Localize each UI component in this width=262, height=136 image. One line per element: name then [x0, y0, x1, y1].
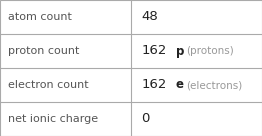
Text: p: p	[176, 44, 184, 58]
Text: e: e	[176, 78, 184, 92]
Text: 162: 162	[141, 44, 167, 58]
Text: 48: 48	[141, 10, 158, 24]
Text: (protons): (protons)	[186, 46, 234, 56]
Text: proton count: proton count	[8, 46, 79, 56]
Text: electron count: electron count	[8, 80, 89, 90]
Text: 0: 0	[141, 112, 150, 126]
Text: net ionic charge: net ionic charge	[8, 114, 98, 124]
Text: 162: 162	[141, 78, 167, 92]
Text: atom count: atom count	[8, 12, 72, 22]
Text: (electrons): (electrons)	[186, 80, 243, 90]
